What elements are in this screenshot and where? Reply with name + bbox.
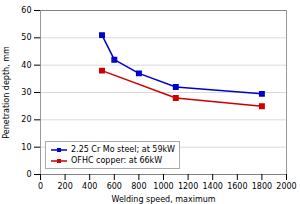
svg-text:1800: 1800 [252, 182, 272, 191]
svg-text:200: 200 [57, 182, 72, 191]
svg-text:40: 40 [21, 61, 31, 70]
svg-text:1000: 1000 [153, 182, 173, 191]
svg-text:1600: 1600 [227, 182, 247, 191]
svg-text:2000: 2000 [276, 182, 296, 191]
html-text:2.25 Cr Mo steel; at 59kW: 2.25 Cr Mo steel; at 59kW [71, 145, 175, 154]
svg-text:10: 10 [21, 143, 31, 152]
html-text:OFHC copper: at 66kW: OFHC copper: at 66kW [71, 156, 163, 165]
svg-text:20: 20 [21, 115, 31, 124]
svg-text:600: 600 [107, 182, 122, 191]
svg-text:30: 30 [21, 88, 31, 97]
svg-text:Welding speed, maximum: Welding speed, maximum [111, 195, 215, 204]
svg-text:Penetration depth, mm: Penetration depth, mm [2, 46, 11, 139]
svg-text:400: 400 [82, 182, 97, 191]
svg-text:60: 60 [21, 6, 31, 15]
svg-text:1400: 1400 [203, 182, 223, 191]
svg-text:0: 0 [38, 182, 43, 191]
svg-text:800: 800 [131, 182, 146, 191]
svg-text:0: 0 [26, 170, 31, 179]
svg-text:1200: 1200 [178, 182, 198, 191]
svg-text:50: 50 [21, 33, 31, 42]
